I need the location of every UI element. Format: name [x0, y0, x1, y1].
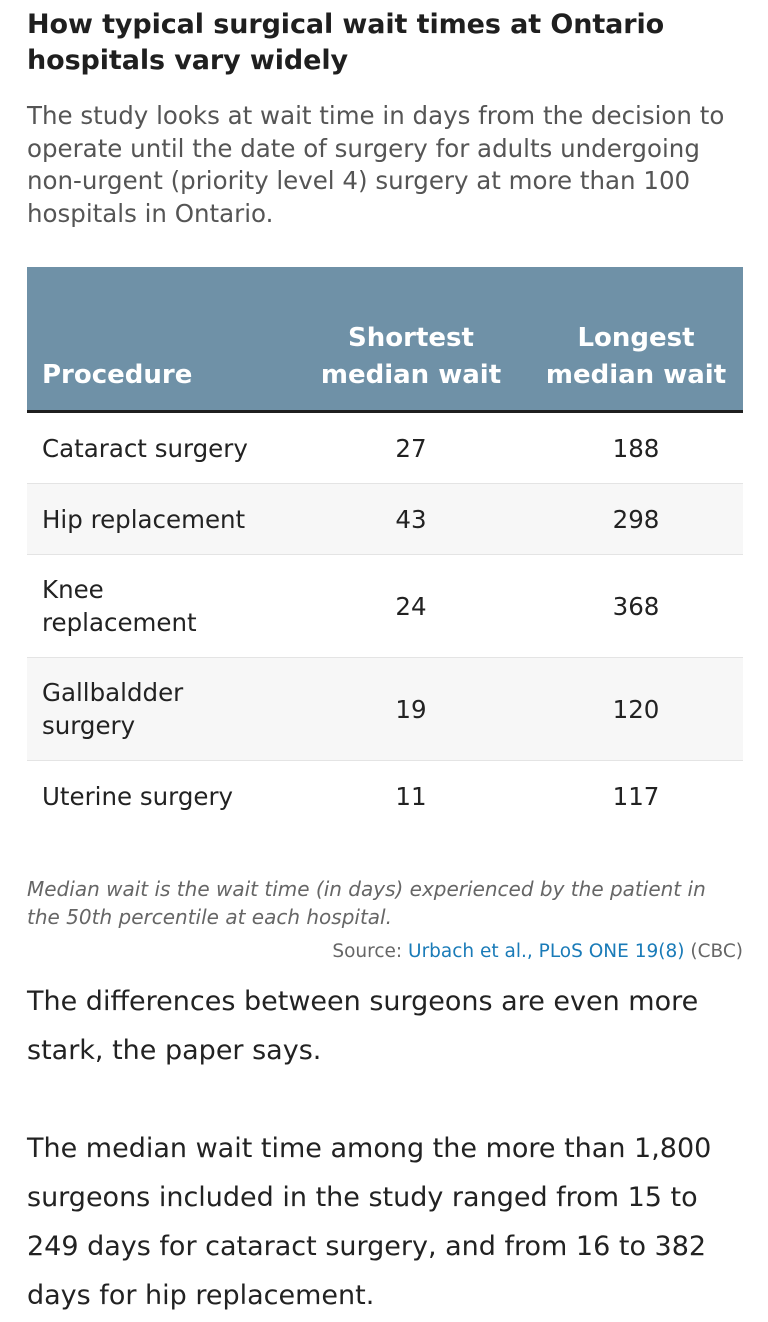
header-shortest: Shortest median wait: [320, 323, 502, 390]
cell-longest: 117: [612, 782, 660, 811]
source-suffix: (CBC): [684, 941, 743, 962]
article-page: How typical surgical wait times at Ontar…: [27, 0, 743, 1320]
wait-times-table: Procedure Shortest median wait Longest m…: [27, 267, 743, 832]
cell-procedure: Knee replacement: [42, 575, 197, 637]
table-row: Cataract surgery 27 188: [27, 413, 743, 484]
cell-shortest: 19: [395, 694, 427, 724]
table-row: Hip replacement 43 298: [27, 484, 743, 555]
cell-shortest: 24: [395, 591, 427, 621]
cell-longest: 120: [612, 694, 660, 724]
header-longest: Longest median wait: [545, 323, 727, 390]
table-row: Knee replacement 24 368: [27, 555, 743, 658]
cell-longest: 188: [612, 433, 660, 463]
header-procedure: Procedure: [42, 360, 193, 390]
article-paragraph: The differences between surgeons are eve…: [27, 986, 699, 1066]
cell-longest: 368: [612, 591, 660, 621]
cell-procedure: Hip replacement: [42, 504, 246, 534]
cell-procedure: Gallbaldder surgery: [42, 678, 184, 740]
source-line: Source: Urbach et al., PLoS ONE 19(8) (C…: [27, 939, 743, 965]
cell-shortest: 27: [395, 433, 427, 463]
table-row: Uterine surgery 11 117: [27, 761, 743, 832]
table-row: Gallbaldder surgery 19 120: [27, 658, 743, 761]
cell-procedure: Uterine surgery: [42, 782, 234, 811]
table-note: Median wait is the wait time (in days) e…: [27, 877, 706, 929]
cell-shortest: 43: [395, 504, 427, 534]
cell-longest: 298: [612, 504, 660, 534]
cell-shortest: 11: [395, 782, 427, 811]
source-link[interactable]: Urbach et al., PLoS ONE 19(8): [408, 941, 685, 962]
cell-procedure: Cataract surgery: [42, 433, 248, 463]
source-prefix: Source:: [332, 941, 409, 962]
chart-title: How typical surgical wait times at Ontar…: [27, 9, 665, 76]
table-header: Procedure Shortest median wait Longest m…: [27, 267, 743, 413]
article-paragraph: The median wait time among the more than…: [27, 1133, 712, 1311]
chart-subtitle: The study looks at wait time in days fro…: [27, 101, 725, 228]
